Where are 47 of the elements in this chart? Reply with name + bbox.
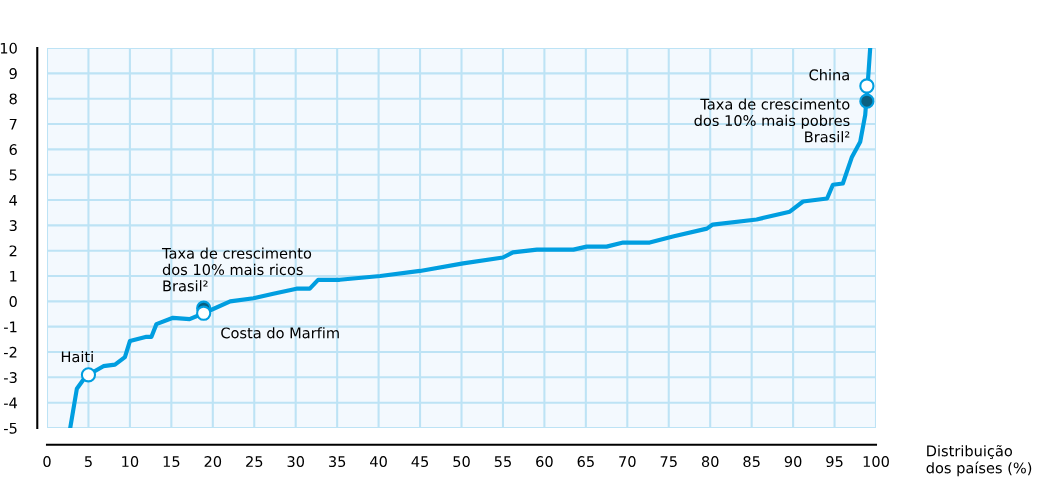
y-tick-label: 4 xyxy=(9,194,18,206)
annotation: China xyxy=(809,69,849,81)
x-tick-label: 60 xyxy=(536,456,553,468)
annotation: Costa do Marfim xyxy=(221,327,339,339)
y-tick-label: 5 xyxy=(9,169,17,181)
x-tick-label: 50 xyxy=(453,456,470,468)
x-tick-label: 15 xyxy=(163,456,180,468)
y-tick-label: -5 xyxy=(4,422,17,434)
y-tick-label: 2 xyxy=(9,245,17,257)
x-tick-label: 45 xyxy=(411,456,429,468)
y-tick-label: 1 xyxy=(10,270,17,282)
x-tick-label: 55 xyxy=(494,456,511,468)
point xyxy=(196,305,212,321)
x-tick-label: 30 xyxy=(287,456,305,468)
x-tick-label: 90 xyxy=(784,456,802,468)
x-tick-label: 20 xyxy=(204,456,222,468)
point xyxy=(859,93,875,109)
x-axis-title: Distribuição dos países (%) xyxy=(926,444,1032,477)
x-tick-label: 65 xyxy=(577,456,594,468)
annotation: Taxa de crescimento dos 10% mais pobres Brasil² xyxy=(694,98,850,143)
y-tick-label: -3 xyxy=(4,372,17,384)
x-tick-label: 70 xyxy=(619,456,636,468)
y-tick-label: -4 xyxy=(4,397,18,409)
x-tick-label: 75 xyxy=(660,456,677,468)
y-tick-label: 10 xyxy=(0,42,17,54)
y-tick-label: 8 xyxy=(9,93,17,105)
y-tick-label: 9 xyxy=(9,68,17,80)
point xyxy=(80,367,97,383)
x-tick-label: 0 xyxy=(43,456,51,468)
x-tick-label: 100 xyxy=(863,456,889,468)
x-tick-label: 85 xyxy=(743,456,760,468)
annotation: Taxa de crescimento dos 10% mais ricos Brasil² xyxy=(161,247,312,292)
x-tick-label: 10 xyxy=(122,456,139,468)
point xyxy=(859,78,875,94)
y-tick-label: 0 xyxy=(9,296,17,308)
x-tick-label: 5 xyxy=(84,456,92,468)
x-tick-label: 40 xyxy=(370,456,387,468)
x-tick-label: 25 xyxy=(246,456,263,468)
annotation: Haiti xyxy=(61,350,93,363)
y-tick-label: -2 xyxy=(4,346,17,358)
x-tick-label: 35 xyxy=(328,456,346,468)
y-tick-label: 3 xyxy=(9,220,17,232)
y-tick-label: 6 xyxy=(9,144,17,156)
x-tick-label: 80 xyxy=(701,456,719,468)
y-tick-label: -1 xyxy=(4,321,17,333)
x-tick-label: 95 xyxy=(826,456,843,468)
y-tick-label: 7 xyxy=(9,118,17,130)
